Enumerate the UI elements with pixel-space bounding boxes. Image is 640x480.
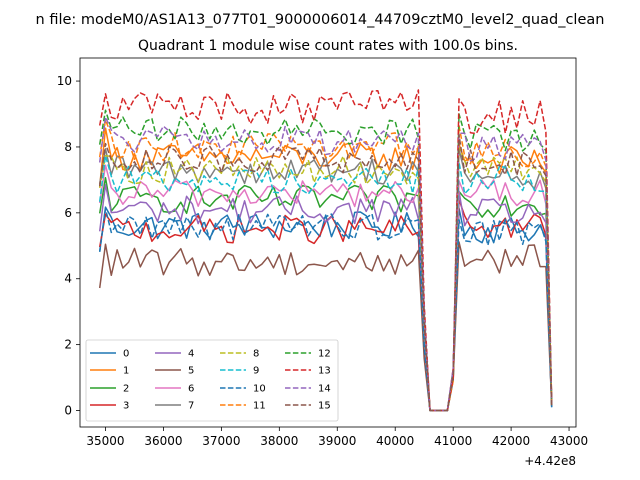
series-line-2 xyxy=(98,177,553,412)
y-tick-label: 4 xyxy=(64,272,72,286)
legend-label-0: 0 xyxy=(123,349,129,360)
legend-label-4: 4 xyxy=(188,349,194,360)
legend-label-11: 11 xyxy=(253,401,266,412)
legend-label-15: 15 xyxy=(318,401,331,412)
series-line-8 xyxy=(98,146,553,412)
x-tick-label: 39000 xyxy=(318,434,356,448)
x-tick-label: 43000 xyxy=(550,434,588,448)
series-line-10 xyxy=(98,207,553,412)
legend-label-13: 13 xyxy=(318,366,331,377)
y-tick-label: 2 xyxy=(64,338,72,352)
series-line-5 xyxy=(98,241,553,412)
y-tick-label: 6 xyxy=(64,206,72,220)
series-line-9 xyxy=(98,155,553,412)
x-axis: 35000 36000 37000 38000 39000 40000 41000 42000… xyxy=(86,427,588,448)
plot-lines xyxy=(98,89,553,412)
legend-label-9: 9 xyxy=(253,366,259,377)
x-tick-label: 35000 xyxy=(86,434,124,448)
legend-label-10: 10 xyxy=(253,384,266,395)
y-tick-label: 8 xyxy=(64,140,72,154)
x-tick-label: 40000 xyxy=(376,434,414,448)
legend-label-3: 3 xyxy=(123,401,129,412)
series-line-0 xyxy=(98,206,553,412)
x-tick-label: 37000 xyxy=(202,434,240,448)
y-tick-label: 10 xyxy=(57,74,72,88)
series-line-4 xyxy=(98,183,553,412)
legend-label-6: 6 xyxy=(188,384,194,395)
x-axis-offset-label: +4.42e8 xyxy=(524,454,576,468)
legend-label-14: 14 xyxy=(318,384,331,395)
series-line-11 xyxy=(98,119,553,412)
legend-label-12: 12 xyxy=(318,349,331,360)
legend-label-5: 5 xyxy=(188,366,194,377)
series-line-15 xyxy=(98,134,553,412)
series-line-14 xyxy=(98,116,553,412)
x-tick-label: 38000 xyxy=(260,434,298,448)
legend-label-8: 8 xyxy=(253,349,259,360)
plot-frame xyxy=(79,57,577,428)
y-tick-label: 0 xyxy=(64,404,72,418)
figure-suptitle: n file: modeM0/AS1A13_077T01_9000006014_… xyxy=(36,12,605,28)
x-tick-label: 41000 xyxy=(434,434,472,448)
x-tick-label: 42000 xyxy=(492,434,530,448)
legend-box xyxy=(85,339,339,422)
y-axis: 0 2 4 6 8 10 xyxy=(57,74,80,418)
x-tick-label: 36000 xyxy=(144,434,182,448)
legend-label-1: 1 xyxy=(123,366,129,377)
legend-label-2: 2 xyxy=(123,384,129,395)
series-line-12 xyxy=(98,109,553,412)
legend-label-7: 7 xyxy=(188,401,194,412)
chart-title: Quadrant 1 module wise count rates with … xyxy=(138,38,518,54)
